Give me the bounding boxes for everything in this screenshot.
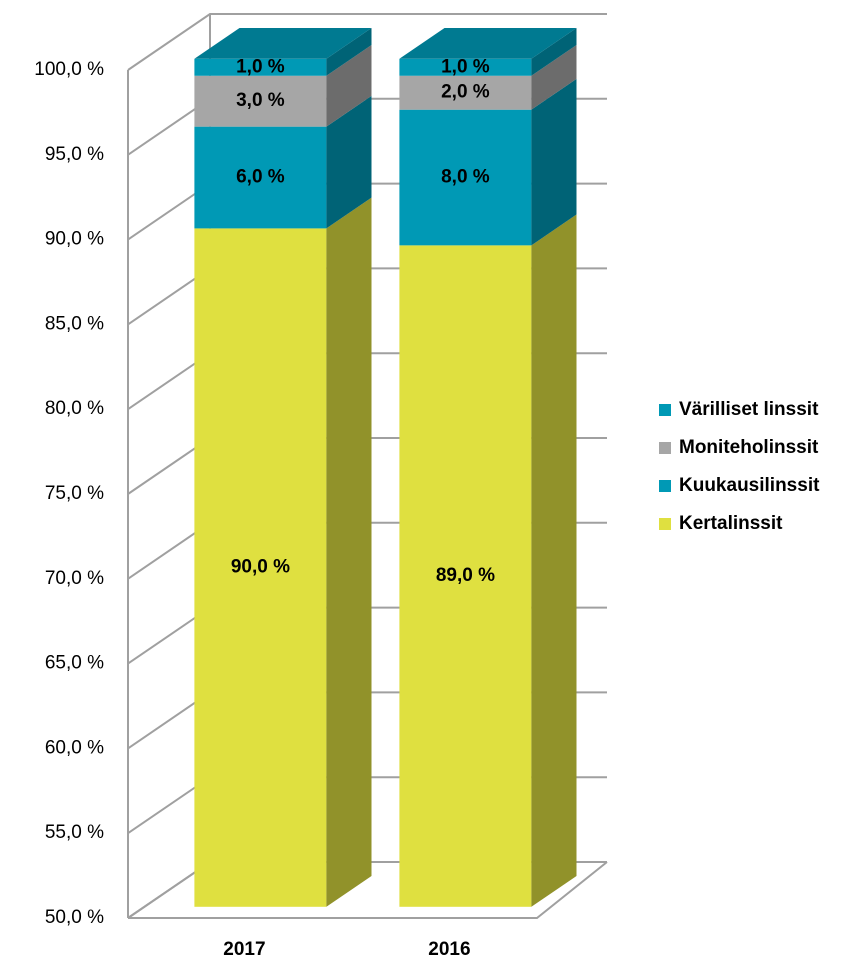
value-label: 3,0 % bbox=[236, 90, 285, 111]
floor-edge bbox=[128, 861, 608, 919]
bar-top bbox=[194, 28, 372, 59]
y-tick-label: 70,0 % bbox=[45, 568, 104, 589]
legend-label: Värilliset linssit bbox=[679, 399, 819, 420]
bar-front bbox=[194, 228, 327, 907]
bar-side bbox=[531, 214, 577, 907]
bar-front bbox=[194, 75, 327, 127]
value-label: 1,0 % bbox=[236, 56, 285, 77]
value-label: 90,0 % bbox=[231, 557, 290, 578]
bar-side bbox=[326, 95, 372, 229]
bar-front bbox=[194, 126, 327, 229]
bar-side bbox=[531, 44, 577, 110]
bar-side bbox=[531, 28, 577, 76]
y-tick-label: 95,0 % bbox=[45, 144, 104, 165]
y-tick-label: 100,0 % bbox=[34, 59, 104, 80]
legend-label: Kertalinssit bbox=[679, 513, 783, 534]
legend-swatch bbox=[659, 518, 671, 530]
bar-side bbox=[531, 78, 577, 246]
value-label: 89,0 % bbox=[436, 565, 495, 586]
bar-side bbox=[326, 197, 372, 907]
bar-front bbox=[399, 58, 532, 76]
bar-front bbox=[399, 245, 532, 907]
legend-swatch bbox=[659, 480, 671, 492]
bar-front bbox=[399, 109, 532, 246]
x-tick-label: 2016 bbox=[428, 939, 470, 960]
y-tick-label: 75,0 % bbox=[45, 483, 104, 504]
bar-side bbox=[326, 44, 372, 127]
bar-side bbox=[326, 28, 372, 76]
bar-front bbox=[399, 75, 532, 110]
y-tick-label: 65,0 % bbox=[45, 653, 104, 674]
grid-line bbox=[127, 13, 607, 71]
value-label: 8,0 % bbox=[441, 167, 490, 188]
legend-swatch bbox=[659, 442, 671, 454]
value-label: 2,0 % bbox=[441, 82, 490, 103]
y-tick-label: 80,0 % bbox=[45, 398, 104, 419]
value-label: 1,0 % bbox=[441, 56, 490, 77]
y-tick-label: 90,0 % bbox=[45, 229, 104, 250]
y-tick-label: 85,0 % bbox=[45, 313, 104, 334]
legend-label: Kuukausilinssit bbox=[679, 475, 820, 496]
value-label: 6,0 % bbox=[236, 167, 285, 188]
legend-swatch bbox=[659, 404, 671, 416]
bar-front bbox=[194, 58, 327, 76]
bar-top bbox=[399, 28, 577, 59]
y-tick-label: 55,0 % bbox=[45, 822, 104, 843]
y-tick-label: 50,0 % bbox=[45, 907, 104, 928]
legend-label: Moniteholinssit bbox=[679, 437, 819, 458]
y-tick-label: 60,0 % bbox=[45, 737, 104, 758]
x-tick-label: 2017 bbox=[223, 939, 265, 960]
